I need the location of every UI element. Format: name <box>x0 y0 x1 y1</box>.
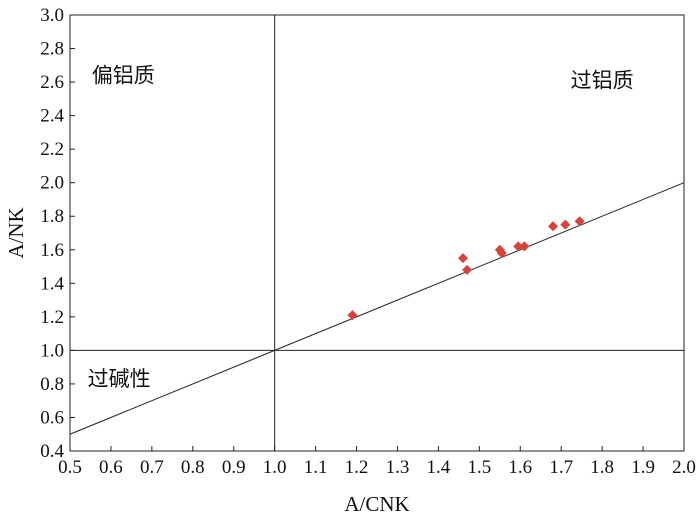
x-axis-title: A/CNK <box>344 492 409 516</box>
y-tick-label: 2.2 <box>40 139 64 160</box>
x-tick-label: 1.6 <box>508 457 532 478</box>
y-tick-label: 0.4 <box>40 441 64 462</box>
y-tick-label: 1.0 <box>40 340 64 361</box>
data-point <box>496 248 507 259</box>
x-tick-label: 1.7 <box>549 457 573 478</box>
region-label: 偏铝质 <box>92 63 155 87</box>
y-tick-label: 2.8 <box>40 39 64 60</box>
data-point <box>560 219 571 230</box>
region-label: 过铝质 <box>571 68 634 92</box>
reference-lines <box>69 15 685 451</box>
x-tick-label: 1.9 <box>631 457 655 478</box>
x-tick-label: 1.8 <box>590 457 614 478</box>
y-tick-label: 1.2 <box>40 307 64 328</box>
y-tick-label: 1.8 <box>40 206 64 227</box>
y-tick-label: 2.0 <box>40 173 64 194</box>
y-tick-label: 2.6 <box>40 72 64 93</box>
data-point <box>462 264 473 275</box>
x-tick-label: 0.6 <box>99 457 123 478</box>
x-tick-label: 1.4 <box>427 457 451 478</box>
x-tick-label: 0.5 <box>58 457 82 478</box>
data-point <box>548 221 559 232</box>
x-tick-label: 0.9 <box>222 457 246 478</box>
y-tick-label: 1.6 <box>40 240 64 261</box>
data-point <box>574 216 585 227</box>
y-axis-title: A/NK <box>4 207 28 258</box>
x-tick-label: 1.1 <box>304 457 328 478</box>
region-label: 过碱性 <box>88 367 151 391</box>
axis-ticks: 0.5 0.6 0.7 0.8 0.9 1.0 1.1 1.2 1.3 1.4 1.5 1.6 1.7 1… <box>40 5 696 478</box>
x-tick-label: 0.7 <box>140 457 164 478</box>
data-point <box>513 241 524 252</box>
y-tick-label: 2.4 <box>40 106 64 127</box>
data-point <box>457 253 468 264</box>
plot-frame <box>69 14 685 452</box>
x-tick-label: 1.3 <box>386 457 410 478</box>
data-point <box>519 241 530 252</box>
x-tick-label: 1.2 <box>345 457 369 478</box>
x-tick-label: 2.0 <box>672 457 696 478</box>
x-tick-label: 0.8 <box>181 457 205 478</box>
data-point <box>347 310 358 321</box>
reference-line-line <box>69 182 685 435</box>
y-tick-label: 0.8 <box>40 374 64 395</box>
y-tick-label: 3.0 <box>40 5 64 26</box>
y-tick-label: 0.6 <box>40 407 64 428</box>
x-tick-label: 1.5 <box>467 457 491 478</box>
y-tick-label: 1.4 <box>40 273 64 294</box>
data-points <box>347 216 585 321</box>
x-tick-label: 1.0 <box>263 457 287 478</box>
